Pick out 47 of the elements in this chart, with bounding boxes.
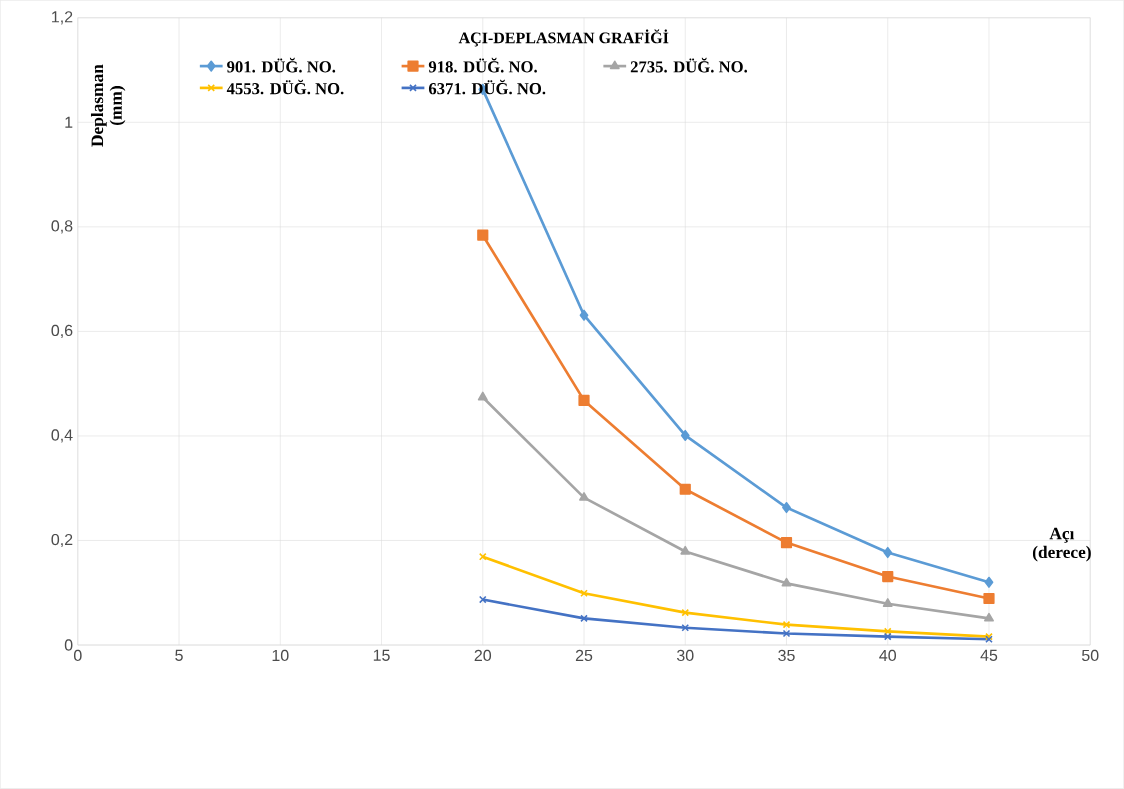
text: AÇI-DEPLASMAN GRAFİĞİ [458, 29, 669, 47]
y-tick-label: 0,8 [51, 220, 73, 234]
point [984, 576, 994, 588]
point [679, 483, 691, 495]
point [680, 545, 691, 555]
point [578, 394, 590, 407]
y-tick-label: 0,4 [51, 429, 73, 443]
x-tick-label: 5 [175, 649, 183, 661]
point [782, 629, 791, 638]
point [579, 492, 589, 501]
x-tick-label: 35 [778, 649, 795, 662]
x-tick-label: 45 [980, 649, 998, 661]
x-tick-label: 50 [1081, 649, 1099, 662]
legend-label: 2735. DÜĞ. NO. [630, 57, 748, 73]
point [477, 229, 489, 241]
y-axis-title: Deplasman (mm) [90, 64, 126, 147]
point [984, 612, 994, 622]
y-tick-label: 0 [64, 639, 73, 651]
point [579, 309, 589, 321]
point [478, 552, 487, 561]
point [882, 598, 893, 607]
x-axis-title: Açı (derece) [1032, 527, 1091, 562]
x-tick-label: 25 [575, 649, 593, 662]
point [882, 571, 894, 583]
y-tick-label: 0,6 [51, 324, 73, 339]
point [983, 592, 995, 605]
y-tick-label: 1 [65, 116, 73, 128]
point [883, 632, 892, 641]
legend-label: 901. DÜĞ. NO. [227, 57, 336, 73]
point [681, 624, 690, 632]
legend-label: 4553. DÜĞ. NO. [226, 79, 344, 95]
point [782, 502, 791, 514]
point [781, 577, 792, 587]
legend-label: 918. DÜĞ. NO. [428, 57, 537, 73]
x-tick-label: 20 [474, 649, 492, 662]
point [780, 537, 793, 549]
point [680, 429, 690, 442]
point [477, 391, 488, 401]
x-tick-label: 30 [676, 649, 694, 662]
y-tick-label: 0,2 [51, 533, 73, 548]
x-tick-label: 0 [73, 649, 82, 662]
point [883, 546, 893, 559]
x-tick-label: 40 [879, 649, 897, 662]
y-tick-label: 1,2 [52, 11, 73, 25]
point [782, 620, 791, 629]
x-tick-label: 10 [272, 649, 289, 662]
x-tick-label: 15 [373, 649, 390, 661]
